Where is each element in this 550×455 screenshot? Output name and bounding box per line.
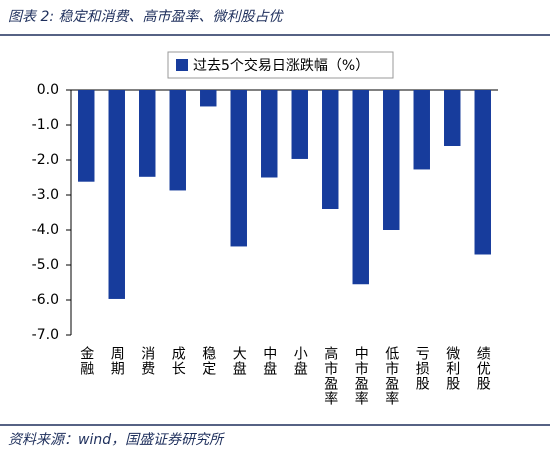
x-tick-label: 低市盈率 <box>383 346 399 406</box>
x-tick-label: 金融 <box>78 346 94 376</box>
bar <box>474 90 491 255</box>
y-tick-label: -4.0 <box>32 222 59 238</box>
x-tick-label: 亏损股 <box>414 346 430 391</box>
bar <box>169 90 186 191</box>
bar <box>200 90 217 107</box>
x-tick-label: 成长 <box>170 346 186 376</box>
x-tick-label: 绩优股 <box>475 346 491 391</box>
x-tick-label: 中盘 <box>261 346 277 376</box>
bar <box>261 90 278 178</box>
bar <box>444 90 461 146</box>
source-note: 资料来源：wind，国盛证券研究所 <box>8 432 225 448</box>
x-tick-label: 大盘 <box>231 346 247 376</box>
y-tick-label: -7.0 <box>32 327 59 343</box>
bar <box>291 90 308 159</box>
bar <box>322 90 339 209</box>
x-tick-label: 消费 <box>139 346 155 376</box>
legend-label: 过去5个交易日涨跌幅（%） <box>193 57 369 74</box>
x-tick-label: 小盘 <box>292 346 308 376</box>
chart-title: 图表 2: 稳定和消费、高市盈率、微利股占优 <box>8 9 285 25</box>
y-tick-label: -5.0 <box>32 257 59 273</box>
y-tick-label: -6.0 <box>32 292 59 308</box>
bar <box>352 90 369 285</box>
y-tick-label: -2.0 <box>32 152 59 168</box>
x-tick-label: 稳定 <box>200 346 216 376</box>
x-tick-label: 中市盈率 <box>353 346 369 406</box>
bar <box>383 90 400 230</box>
bar <box>413 90 430 170</box>
legend-box <box>167 51 394 79</box>
bar <box>230 90 247 247</box>
x-tick-label: 微利股 <box>444 346 460 391</box>
x-tick-label: 高市盈率 <box>322 345 338 406</box>
bar <box>108 90 125 299</box>
y-tick-label: 0.0 <box>37 82 59 98</box>
bar <box>139 90 156 177</box>
y-tick-label: -3.0 <box>32 187 59 203</box>
bar <box>78 90 95 182</box>
y-tick-label: -1.0 <box>32 117 59 133</box>
legend-swatch <box>176 59 188 71</box>
x-tick-label: 周期 <box>109 346 125 376</box>
